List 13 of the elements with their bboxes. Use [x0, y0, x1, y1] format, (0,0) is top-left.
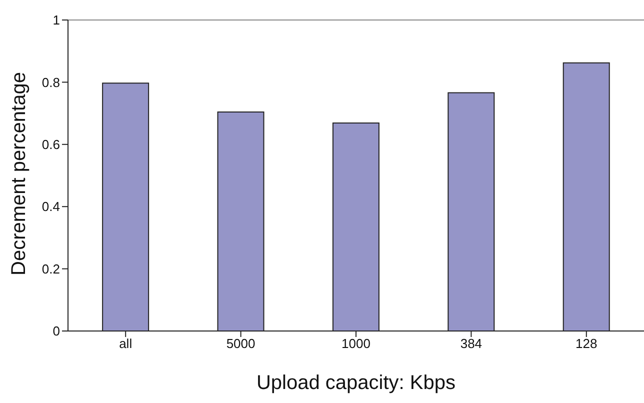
y-tick-label: 0.8 [42, 74, 60, 90]
x-tick-label: 128 [576, 336, 598, 352]
y-tick-label: 0 [52, 324, 60, 339]
x-axis-title: Upload capacity: Kbps [256, 372, 456, 394]
y-tick-label: 0.4 [42, 199, 60, 214]
y-tick-label: 0.2 [42, 261, 60, 276]
y-tick-label: 0.6 [42, 137, 60, 152]
x-tick-label: 1000 [342, 336, 370, 352]
x-tick-label: 5000 [226, 336, 256, 352]
x-tick-label: 384 [460, 336, 482, 352]
y-axis-title: Decrement percentage [8, 72, 30, 276]
x-tick-label: all [119, 336, 132, 352]
y-tick-label: 1 [52, 12, 60, 28]
